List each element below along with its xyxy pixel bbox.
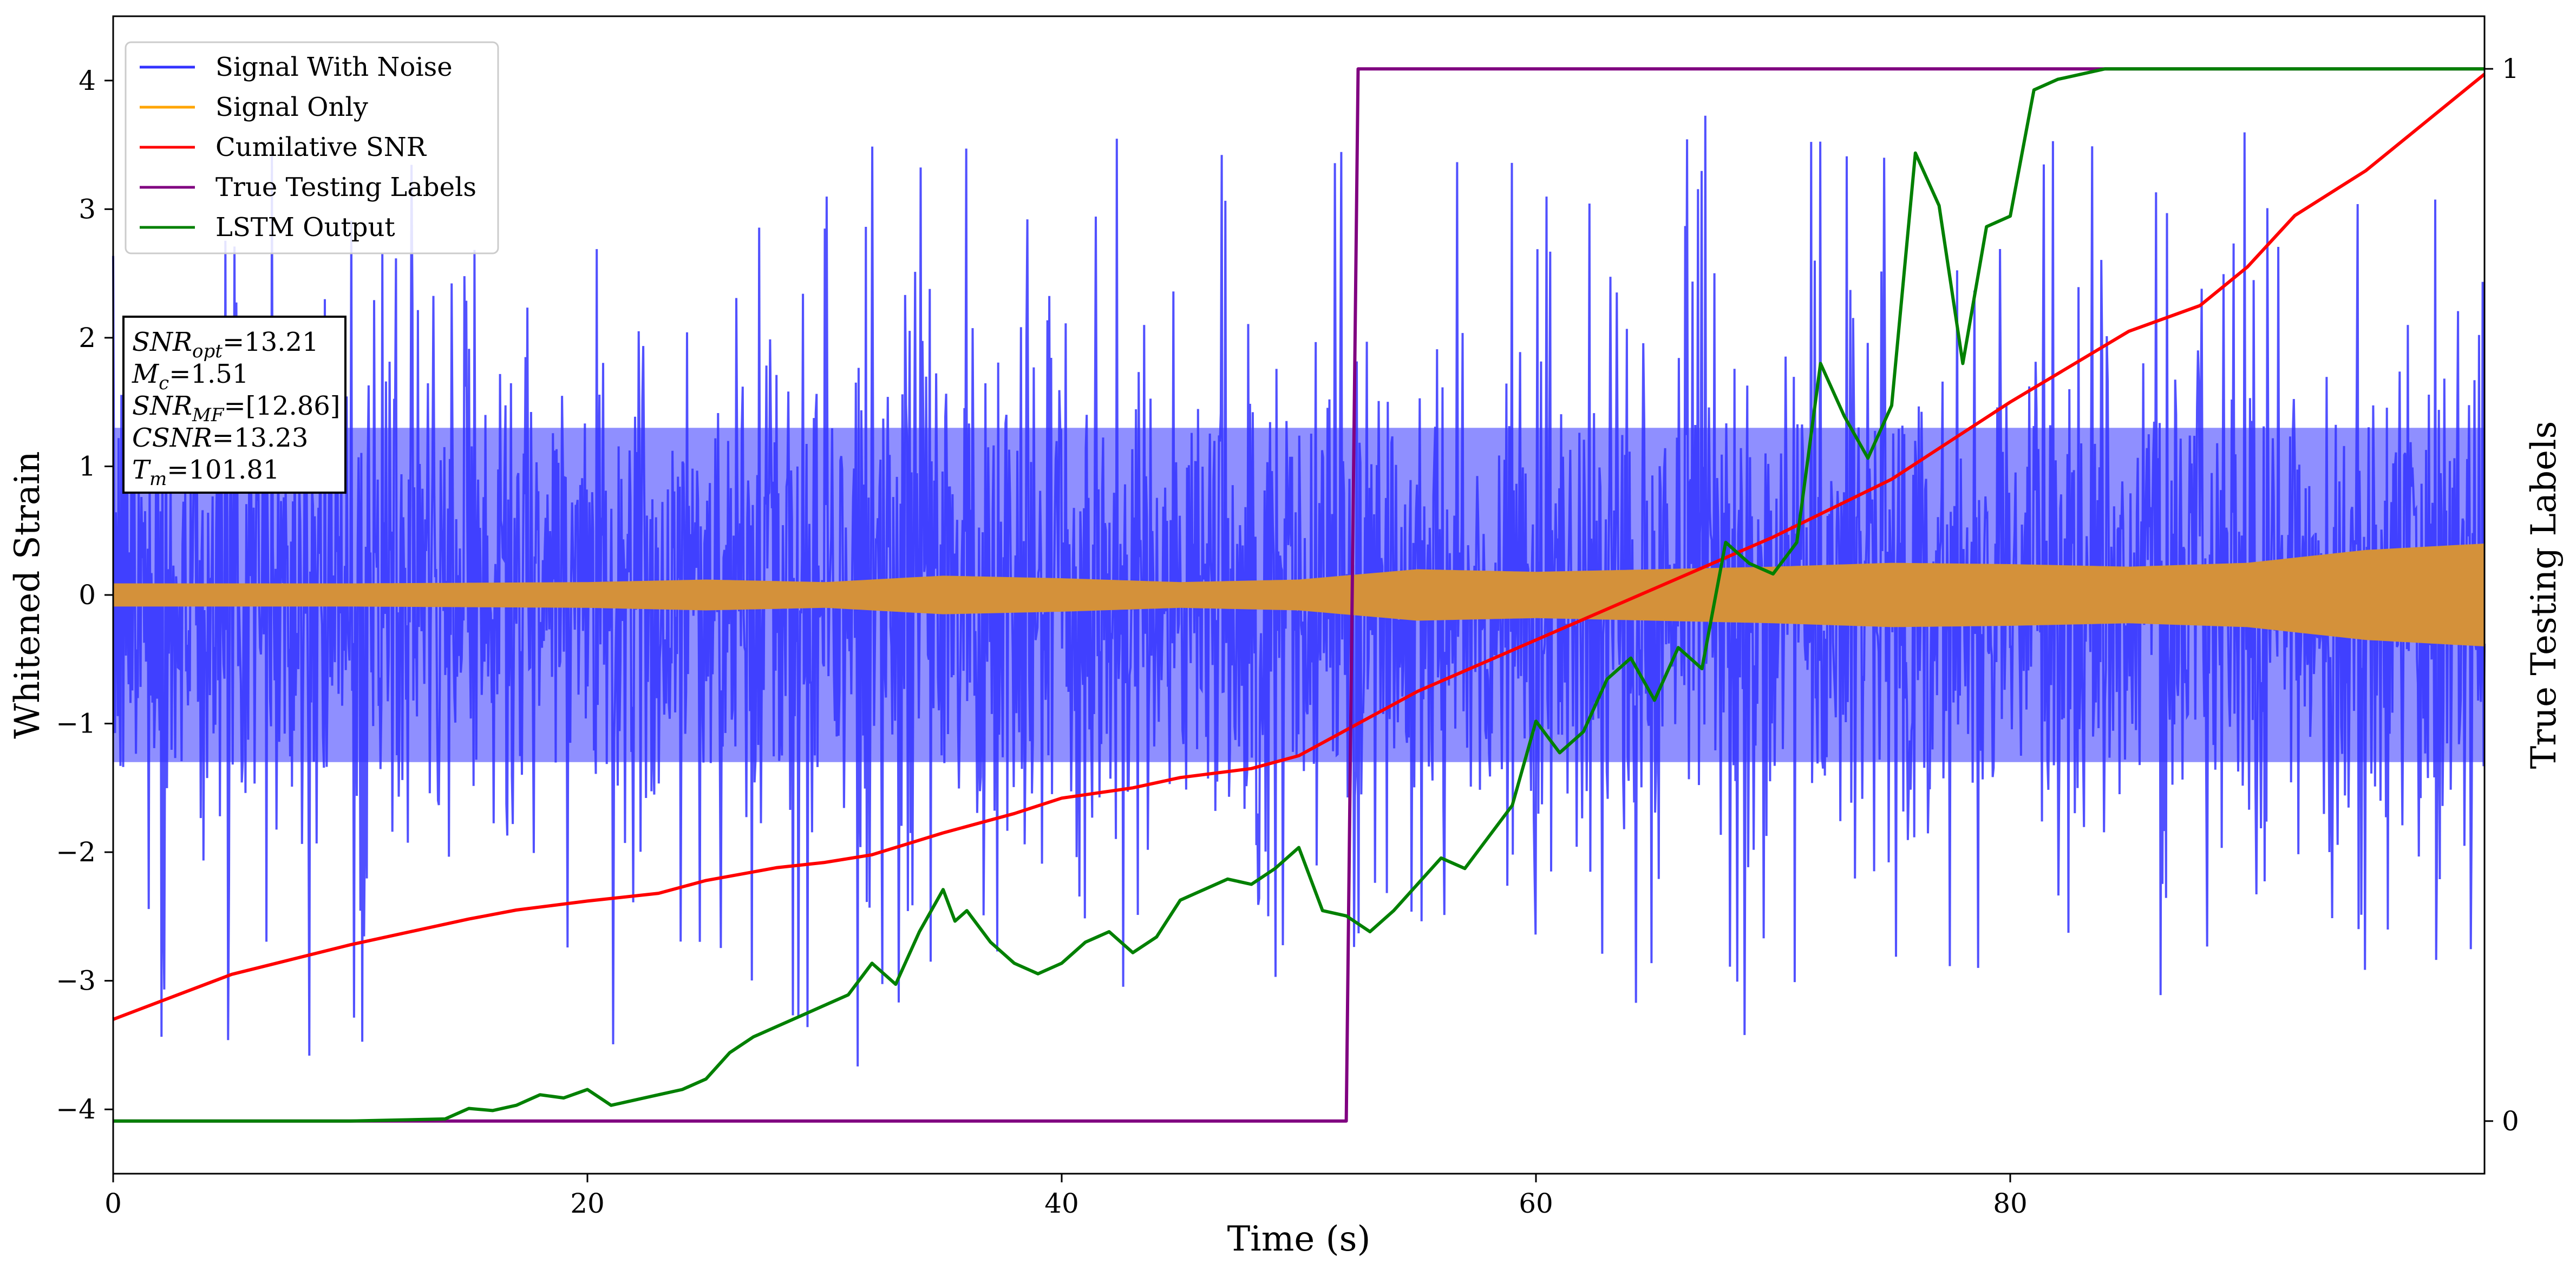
stat-snr-mf-sub: MF bbox=[192, 404, 225, 426]
legend-label-signal-with-noise: Signal With Noise bbox=[215, 52, 453, 82]
stat-snr-opt-value: =13.21 bbox=[223, 327, 319, 357]
signal-only-series bbox=[113, 544, 2485, 646]
stat-snr-opt-sub: opt bbox=[192, 341, 223, 362]
y-tick-label: −4 bbox=[56, 1094, 96, 1125]
x-tick-label: 20 bbox=[570, 1188, 605, 1219]
y-tick-label: −3 bbox=[56, 965, 96, 997]
y2-axis-ticks: 01 bbox=[2485, 53, 2519, 1137]
stats-box-frame bbox=[122, 316, 346, 494]
x-tick-label: 80 bbox=[1993, 1188, 2028, 1219]
legend-label-true-testing-labels: True Testing Labels bbox=[215, 172, 476, 202]
stat-snr-mf: SNRMF=[12.86] bbox=[132, 391, 341, 426]
x-axis-label: Time (s) bbox=[1227, 1219, 1371, 1259]
y-axis-label: Whitened Strain bbox=[8, 451, 48, 738]
stat-csnr: CSNR=13.23 bbox=[132, 423, 308, 453]
legend-box bbox=[125, 41, 499, 254]
y-axis-ticks: −4 −3 −2 −1 0 1 2 3 4 bbox=[56, 65, 113, 1125]
legend: Signal With Noise Signal Only Cumilative… bbox=[125, 41, 499, 254]
y-tick-label: 1 bbox=[79, 450, 96, 482]
y-tick-label: 4 bbox=[79, 65, 96, 96]
stat-chirp-mass: Mc=1.51 bbox=[132, 359, 249, 394]
stat-snr-mf-name: SNR bbox=[132, 391, 192, 421]
x-axis-ticks: 0 20 40 60 80 bbox=[104, 1174, 2028, 1219]
stat-chirp-mass-name: M bbox=[132, 359, 160, 389]
y-tick-label: 3 bbox=[79, 193, 96, 225]
y-tick-label: −1 bbox=[56, 708, 96, 740]
x-tick-label: 0 bbox=[104, 1188, 122, 1219]
stats-box: SNRopt=13.21 Mc=1.51 SNRMF=[12.86] CSNR=… bbox=[122, 316, 346, 494]
stat-chirp-mass-value: =1.51 bbox=[169, 359, 249, 389]
line-series-group bbox=[112, 67, 2486, 1123]
signal-only-envelope bbox=[113, 544, 2485, 646]
stat-snr-opt: SNRopt=13.21 bbox=[132, 327, 319, 362]
stat-chirp-mass-sub: c bbox=[159, 372, 169, 394]
cumilative-snr-line bbox=[112, 73, 2486, 1021]
y-tick-label: 2 bbox=[79, 322, 96, 354]
stat-csnr-value: =13.23 bbox=[212, 423, 309, 453]
stat-csnr-name: CSNR bbox=[132, 423, 212, 453]
legend-label-lstm-output: LSTM Output bbox=[215, 212, 395, 243]
y-tick-label: −2 bbox=[56, 836, 96, 868]
x-tick-label: 60 bbox=[1519, 1188, 1553, 1219]
stat-tm-sub: m bbox=[149, 468, 167, 490]
stat-tm: Tm=101.81 bbox=[132, 455, 279, 490]
legend-label-cumilative-snr: Cumilative SNR bbox=[215, 132, 427, 162]
stat-snr-opt-name: SNR bbox=[132, 327, 192, 357]
stat-tm-name: T bbox=[132, 455, 151, 485]
true-testing-labels-line bbox=[113, 67, 2485, 1123]
stat-tm-value: =101.81 bbox=[167, 455, 279, 485]
y-tick-label: 0 bbox=[79, 579, 96, 611]
lstm-output-line bbox=[113, 67, 2485, 1123]
y2-tick-label: 1 bbox=[2502, 53, 2519, 84]
y2-tick-label: 0 bbox=[2502, 1105, 2519, 1137]
y2-axis-label: True Testing Labels bbox=[2524, 421, 2564, 769]
x-tick-label: 40 bbox=[1044, 1188, 1079, 1219]
stat-snr-mf-value: =[12.86] bbox=[224, 391, 340, 421]
legend-label-signal-only: Signal Only bbox=[215, 92, 368, 122]
